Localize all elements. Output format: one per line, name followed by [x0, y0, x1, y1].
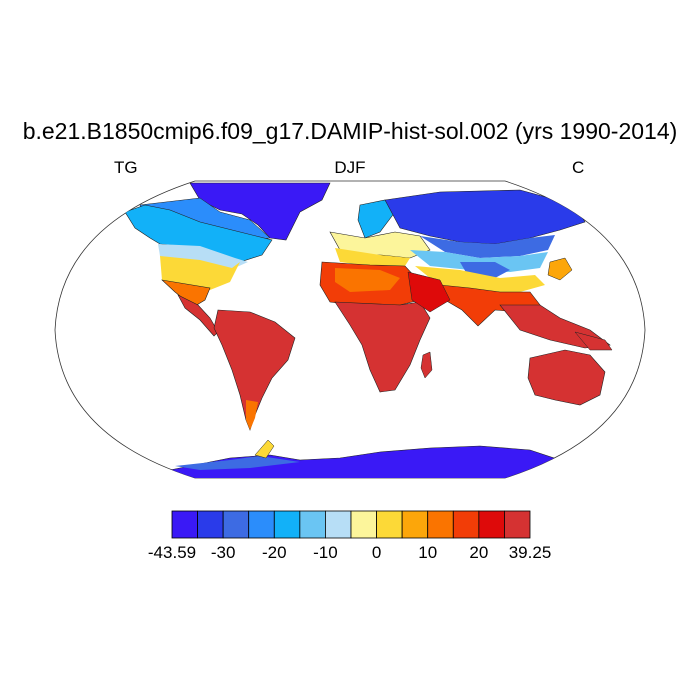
land-temperature-field	[124, 182, 637, 478]
colorbar-tick-label: -20	[261, 543, 287, 562]
colorbar-tick-label: 10	[418, 543, 438, 562]
siberia-south	[420, 235, 555, 258]
colorbar-cell	[350, 510, 377, 539]
new-guinea	[574, 331, 613, 351]
australia	[527, 349, 606, 406]
colorbar-tick-label: 0	[371, 543, 382, 562]
season-label: DJF	[334, 158, 366, 177]
colorbar-cell	[197, 510, 224, 539]
colorbar-tick-label: -10	[313, 543, 338, 562]
colorbar-cell	[401, 510, 429, 539]
europe-south	[335, 248, 410, 266]
colorbar-tick-label: -30	[210, 543, 236, 562]
colorbar-cell	[248, 510, 275, 539]
japan-korea	[547, 257, 573, 281]
antarctica-coast	[175, 456, 300, 470]
colorbar-cell	[325, 510, 352, 539]
colorbar-cell	[452, 510, 480, 539]
north-america-mid	[158, 244, 248, 270]
units-label: C	[572, 158, 585, 177]
colorbar-cell	[504, 510, 531, 539]
siberia	[384, 189, 586, 245]
patagonia	[246, 400, 258, 430]
central-america	[177, 294, 219, 337]
colorbar-tick-label: -43.59	[147, 543, 197, 562]
colorbar-cell	[171, 510, 198, 539]
colorbar-tick-label: 39.25	[508, 543, 552, 562]
antarctic-peninsula	[254, 439, 275, 459]
colorbar-cell	[478, 510, 505, 539]
madagascar	[420, 351, 433, 379]
arabia	[407, 271, 451, 313]
map-title: b.e21.B1850cmip6.f09_g17.DAMIP-hist-sol.…	[22, 118, 678, 144]
colorbar-cell	[427, 510, 454, 539]
colorbar-cells	[171, 510, 531, 539]
colorbar-tick-label: 20	[469, 543, 489, 562]
antarctica	[149, 445, 561, 478]
variable-label: TG	[114, 158, 138, 177]
colorbar-cell	[376, 510, 403, 539]
colorbar-cell	[222, 510, 250, 539]
colorbar-cell	[273, 510, 301, 539]
central-asia	[410, 250, 548, 272]
sahara-core	[335, 268, 400, 292]
colorbar-cell	[299, 510, 326, 539]
